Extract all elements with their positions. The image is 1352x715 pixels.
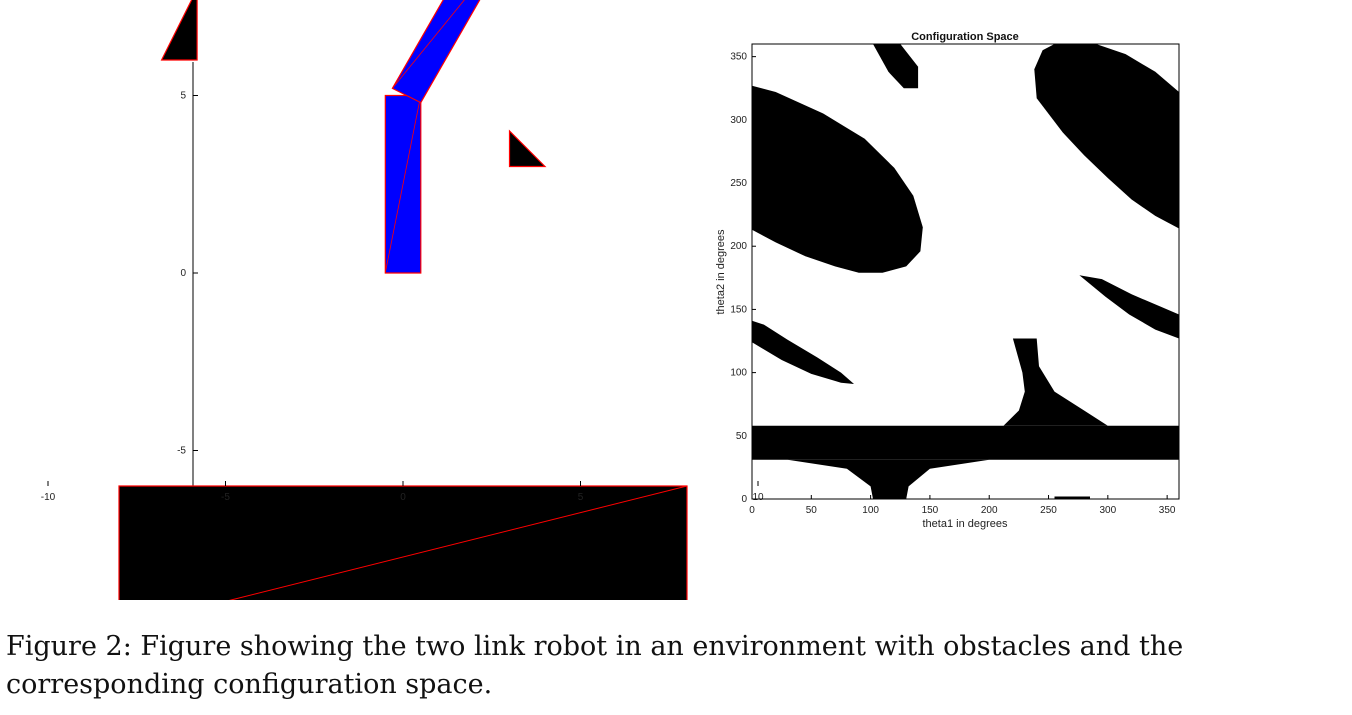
configuration-space-y-tick-label: 50 (736, 431, 748, 442)
workspace-shapes (118, 0, 688, 629)
triangle-obstacle-right (508, 129, 547, 168)
configuration-space-x-tick-label: 350 (1159, 505, 1176, 516)
c-obstacle-horizontal-band (752, 425, 1179, 460)
configuration-space-y-tick-label: 0 (741, 494, 747, 505)
configuration-space-y-tick-label: 200 (730, 241, 747, 252)
robot-link-2 (391, 0, 481, 104)
workspace-x-tick-label: 10 (752, 492, 764, 503)
triangle-obstacle-upper-left (160, 0, 198, 61)
workspace-y-tick-label: 5 (180, 91, 186, 102)
c-obstacle-left-streak (752, 320, 854, 384)
configuration-space-y-tick-label: 150 (730, 304, 747, 315)
configuration-space-y-tick-label: 250 (730, 178, 747, 189)
robot-link-1-diagonal (384, 95, 422, 274)
configuration-space-x-tick-label: 50 (806, 505, 818, 516)
configuration-space-x-tick-label: 0 (749, 505, 755, 516)
workspace-y-tick-label: -5 (177, 446, 186, 457)
workspace-x-tick-label: 0 (400, 492, 406, 503)
configuration-space-x-label: theta1 in degrees (922, 518, 1008, 530)
configuration-space-x-tick-label: 100 (862, 505, 879, 516)
figure-caption: Figure 2: Figure showing the two link ro… (6, 631, 1184, 700)
c-obstacle-top-wedge (873, 44, 919, 89)
c-obstacle-upper-right-ellipse (1034, 44, 1179, 229)
workspace-y-tick-label: 0 (180, 268, 186, 279)
configuration-space-x-tick-label: 250 (1040, 505, 1057, 516)
configuration-space-x-tick-label: 200 (981, 505, 998, 516)
configuration-space-x-tick-label: 300 (1099, 505, 1116, 516)
c-obstacle-bottom-sliver (1054, 496, 1090, 499)
configuration-space-y-tick-label: 100 (730, 368, 747, 379)
c-obstacle-lower-cusp (787, 459, 990, 499)
configuration-space-ticks: 0 50 100 150 200 250 300 350 0 50 100 150 200 250 300 3… (730, 52, 1176, 516)
robot-link-2-diagonal (392, 0, 465, 89)
c-obstacle-upper-cusp (1003, 338, 1108, 426)
workspace-x-tick-label: -5 (221, 492, 230, 503)
c-obstacle-right-streak (1079, 275, 1179, 339)
configuration-space-regions (752, 44, 1179, 499)
configuration-space-y-label: theta2 in degrees (715, 229, 727, 315)
rectangle-obstacle (118, 485, 688, 629)
configuration-space-plot: Configuration Space 0 50 100 150 200 250 300 35… (715, 31, 1180, 530)
configuration-space-frame (751, 43, 1180, 500)
workspace-x-tick-label: 5 (578, 492, 584, 503)
configuration-space-y-tick-label: 300 (730, 115, 747, 126)
workspace-x-tick-label: -10 (41, 492, 56, 503)
configuration-space-title: Configuration Space (911, 31, 1019, 43)
c-obstacle-upper-left-ellipse (752, 85, 923, 273)
configuration-space-y-tick-label: 350 (730, 52, 747, 63)
configuration-space-x-tick-label: 150 (922, 505, 939, 516)
